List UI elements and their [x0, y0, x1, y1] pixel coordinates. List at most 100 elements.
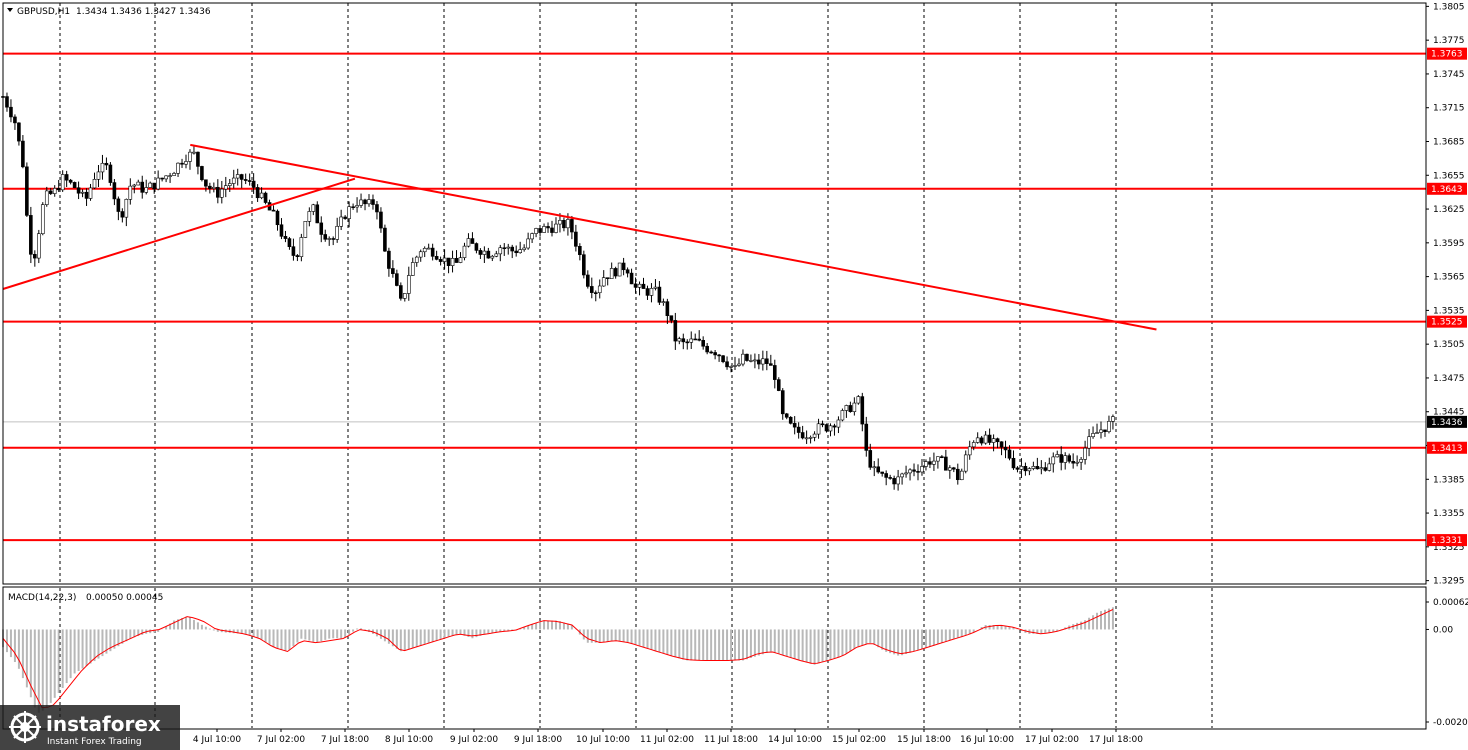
logo-tagline: Instant Forex Trading: [47, 737, 142, 747]
candle-body: [836, 419, 841, 428]
candle-body: [769, 363, 773, 366]
time-tick-label: 16 Jul 10:00: [960, 735, 1014, 745]
candle-body: [808, 437, 813, 439]
macd-label: MACD(14,22,3): [8, 593, 76, 603]
candle-body: [128, 185, 133, 200]
time-tick-label: 10 Jul 10:00: [576, 735, 630, 745]
candle-body: [848, 405, 853, 412]
candle-body: [570, 219, 574, 233]
candle-body: [582, 254, 586, 276]
level-label: 1.3413: [1431, 444, 1463, 454]
time-tick-label: 14 Jul 10:00: [768, 735, 822, 745]
candle-body: [677, 338, 682, 342]
candle-body: [68, 179, 73, 183]
candle-body: [995, 438, 1000, 443]
candle-body: [498, 247, 503, 255]
header-dropdown-icon[interactable]: [7, 8, 13, 12]
candle-body: [140, 181, 145, 193]
candle-body: [136, 181, 141, 186]
current-price-box: [1427, 415, 1467, 428]
candle-body: [307, 211, 312, 222]
candle-body: [832, 425, 837, 428]
candle-body: [1023, 466, 1028, 472]
candle-body: [76, 187, 81, 194]
candle-body: [593, 292, 598, 294]
time-tick-label: 4 Jul 10:00: [193, 735, 242, 745]
candle-body: [144, 187, 149, 193]
grid: [3, 3, 1426, 728]
candle-body: [40, 204, 45, 235]
candle-body: [1095, 432, 1099, 434]
main-pane-border: [2, 2, 1427, 585]
candle-body: [323, 234, 328, 240]
candle-body: [486, 250, 491, 259]
candle-body: [44, 190, 49, 205]
candle-body: [204, 179, 208, 187]
candle-body: [633, 283, 638, 288]
candle-body: [550, 227, 554, 233]
candle-body: [601, 277, 606, 287]
candle-body: [482, 250, 487, 255]
candle-body: [514, 250, 518, 254]
candle-body: [534, 228, 538, 234]
candle-body: [908, 469, 912, 474]
candle-body: [669, 315, 674, 321]
candle-body: [538, 228, 542, 233]
candle-body: [37, 233, 41, 259]
candle-body: [1111, 416, 1115, 422]
candle-body: [979, 437, 984, 444]
instaforex-logo: instaforex Instant Forex Trading: [0, 705, 180, 750]
candle-body: [693, 338, 698, 341]
candle-body: [920, 466, 924, 473]
price-tick-label: 1.3445: [1433, 408, 1465, 418]
candle-body: [661, 301, 666, 303]
candle-body: [776, 379, 781, 391]
time-axis[interactable]: 4 Jul 10:00 7 Jul 02:00 7 Jul 18:00 8 Jul 1…: [193, 729, 1143, 745]
time-tick-label: 7 Jul 02:00: [257, 735, 306, 745]
trendlines[interactable]: [2, 143, 1157, 331]
candle-body: [749, 360, 753, 362]
candle-body: [1055, 454, 1060, 458]
candle-body: [1079, 459, 1083, 463]
candle-body: [355, 205, 359, 208]
candle-body: [263, 192, 268, 203]
candle-body: [255, 187, 260, 199]
candle-body: [971, 442, 976, 448]
candle-body: [430, 247, 435, 257]
candle-body: [48, 190, 53, 194]
candle-body: [713, 352, 717, 356]
candle-body: [490, 255, 495, 259]
candle-body: [844, 405, 849, 411]
candle-body: [88, 187, 93, 199]
candle-body: [892, 478, 896, 485]
level-label-box: [1427, 441, 1467, 454]
candle-body: [391, 268, 395, 274]
candle-body: [928, 461, 932, 465]
trendline[interactable]: [2, 177, 356, 290]
candle-body: [1019, 466, 1024, 470]
candle-body: [9, 106, 13, 118]
price-tick-label: 1.3715: [1433, 104, 1465, 114]
candle-body: [506, 246, 511, 249]
candle-body: [371, 199, 375, 205]
candle-body: [319, 222, 324, 235]
candle-body: [184, 161, 188, 165]
candle-body: [303, 221, 308, 238]
time-tick-label: 9 Jul 18:00: [514, 735, 563, 745]
price-tick-label: 1.3595: [1433, 239, 1465, 249]
candle-body: [1083, 447, 1087, 460]
macd-header: MACD(14,22,3) 0.00050 0.00045: [8, 593, 163, 603]
price-tick-label: 1.3655: [1433, 171, 1465, 181]
candle-body: [72, 182, 77, 188]
trendline[interactable]: [190, 143, 1157, 331]
price-axis[interactable]: 1.3805 1.3775 1.3745 1.3715 1.3685 1.3655 1.36…: [1426, 2, 1467, 587]
horizontal-levels[interactable]: [3, 52, 1426, 542]
price-candles: [1, 91, 1115, 491]
candle-body: [196, 151, 200, 167]
macd-tick-label: 0.00062: [1433, 598, 1468, 608]
candle-body: [649, 288, 654, 296]
candle-body: [617, 262, 622, 277]
candle-body: [784, 413, 789, 418]
symbol-label: GBPUSD,H1: [17, 7, 70, 17]
